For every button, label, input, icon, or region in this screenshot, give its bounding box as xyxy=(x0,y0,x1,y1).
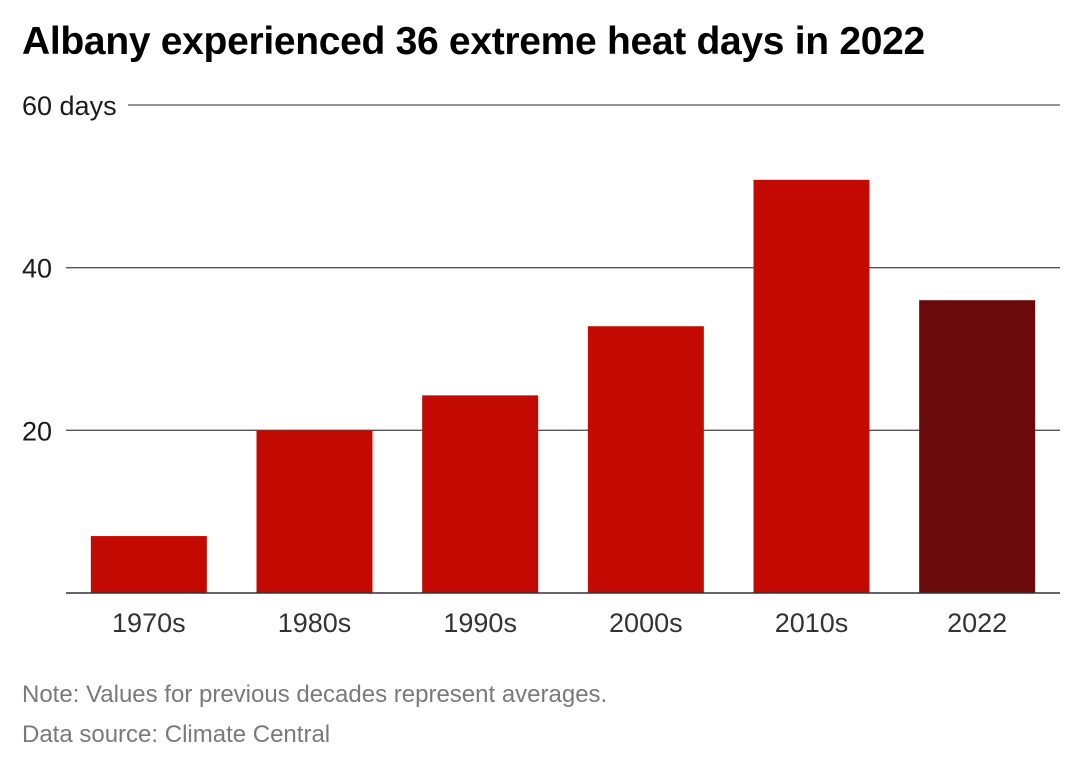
chart-note: Note: Values for previous decades repres… xyxy=(22,681,608,708)
y-tick-label: 60 days xyxy=(22,91,117,121)
bar-1990s xyxy=(422,395,539,593)
chart-title: Albany experienced 36 extreme heat days … xyxy=(22,20,925,63)
x-tick-label: 1980s xyxy=(278,608,352,638)
bar-2000s xyxy=(587,326,704,593)
x-tick-label: 1970s xyxy=(112,608,186,638)
x-tick-label: 1990s xyxy=(443,608,517,638)
x-tick-label: 2010s xyxy=(775,608,849,638)
bar-1980s xyxy=(256,430,373,593)
data-source: Data source: Climate Central xyxy=(22,721,331,748)
bar-2022 xyxy=(919,300,1036,593)
y-tick-label: 40 xyxy=(22,254,52,284)
x-tick-label: 2000s xyxy=(609,608,683,638)
bar-2010s xyxy=(753,179,870,593)
y-tick-label: 20 xyxy=(22,416,52,446)
bar-1970s xyxy=(90,536,207,593)
x-tick-label: 2022 xyxy=(947,608,1007,638)
